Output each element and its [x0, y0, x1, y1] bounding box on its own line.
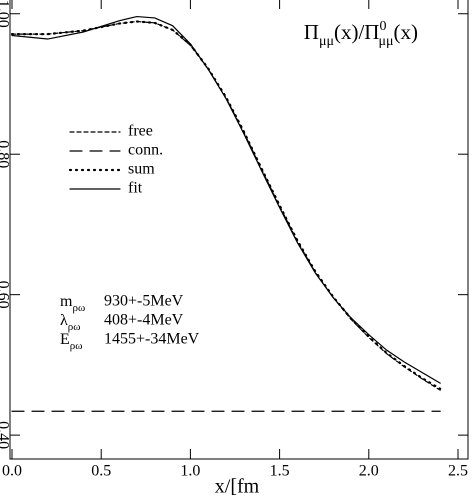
title-part: 0	[379, 19, 386, 34]
x-tick-label: 2.5	[448, 463, 468, 480]
legend-label: free	[128, 123, 153, 140]
x-tick-label: 2.0	[359, 463, 379, 480]
annotation-sub: ρω	[72, 302, 85, 314]
annotation-value: 930+-5MeV	[104, 293, 184, 310]
annotation: mρω	[60, 293, 85, 314]
series-line	[11, 15, 441, 384]
x-tick-label: 0.5	[91, 463, 111, 480]
y-tick-label: 0.40	[0, 421, 11, 449]
legend-label: conn.	[128, 142, 163, 159]
annotation-value: 1455+-34MeV	[104, 331, 200, 348]
title-part: (x)	[394, 20, 419, 44]
title-part: μμ	[319, 34, 334, 49]
annotation: Eρω	[60, 331, 83, 352]
title-part: μμ	[378, 34, 393, 49]
series-line	[10, 20, 442, 390]
annotation: λρω	[60, 312, 81, 333]
title-part: (x)/Π	[334, 20, 380, 44]
annotation-symbol: m	[60, 293, 73, 310]
plot-frame	[9, 0, 469, 460]
y-tick-label: 0.80	[0, 140, 11, 168]
annotation-sub: ρω	[68, 321, 81, 333]
y-tick-label: 1.00	[0, 0, 11, 28]
title-part: Π	[304, 20, 319, 44]
annotation-symbol: E	[60, 331, 70, 348]
x-axis-label: x/[fm	[215, 476, 260, 498]
y-tick-label: 0.60	[0, 281, 11, 309]
x-tick-label: 0.0	[2, 463, 22, 480]
annotation-sub: ρω	[70, 340, 83, 352]
legend-label: fit	[128, 180, 143, 197]
x-tick-label: 1.0	[180, 463, 200, 480]
annotation-value: 408+-4MeV	[104, 312, 184, 329]
legend-label: sum	[128, 161, 155, 178]
annotation-symbol: λ	[60, 312, 68, 329]
x-tick-label: 1.5	[270, 463, 290, 480]
series-line	[11, 20, 441, 391]
chart-title: Πμμ(x)/Π0 μμ(x)	[304, 19, 418, 49]
